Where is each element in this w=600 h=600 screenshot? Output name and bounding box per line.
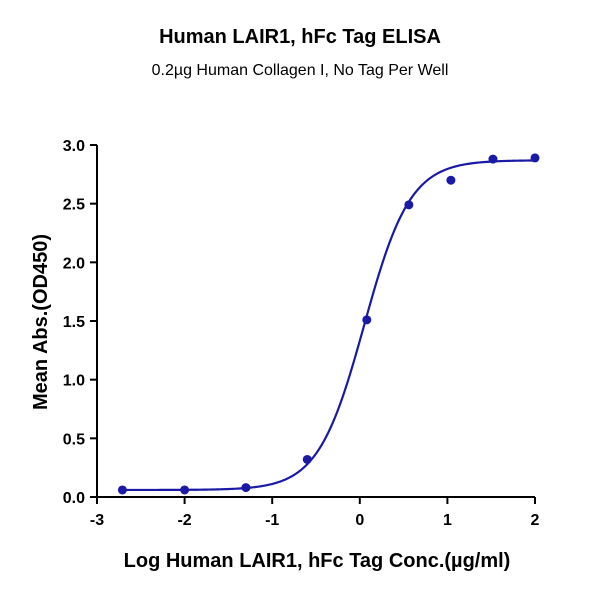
x-tick-label: 1 — [443, 512, 452, 529]
data-points-layer — [117, 153, 540, 495]
x-tick-label: 0 — [355, 512, 364, 529]
chart-title: Human LAIR1, hFc Tag ELISA — [159, 26, 441, 48]
x-tick-label: -3 — [90, 512, 104, 529]
fit-curve-layer — [122, 159, 536, 492]
x-tick-label: -1 — [265, 512, 279, 529]
y-tick-label: 2.0 — [63, 255, 85, 272]
x-tick-label: -2 — [177, 512, 191, 529]
y-tick-label: 1.5 — [63, 314, 85, 331]
x-axis-label: Log Human LAIR1, hFc Tag Conc.(µg/ml) — [124, 550, 511, 572]
data-point — [530, 153, 540, 163]
chart-subtitle: 0.2µg Human Collagen I, No Tag Per Well — [151, 62, 449, 79]
y-tick-label: 0.0 — [63, 490, 85, 507]
data-point — [302, 454, 312, 464]
y-tick-label: 2.5 — [63, 197, 85, 214]
data-point — [488, 154, 498, 164]
axes: -3 -2 -1 0 1 2 0.0 0.5 1.0 1.5 2.0 2.5 3.0 — [63, 138, 540, 529]
data-point — [241, 483, 251, 493]
data-point — [362, 315, 372, 325]
y-tick-label: 1.0 — [63, 373, 85, 390]
data-point — [446, 175, 456, 185]
fit-curve — [122, 159, 536, 492]
y-tick-label: 0.5 — [63, 431, 85, 448]
data-point — [117, 485, 127, 495]
data-point — [404, 200, 414, 210]
y-tick-label: 3.0 — [63, 138, 85, 155]
y-axis-label: Mean Abs.(OD450) — [30, 234, 52, 410]
x-tick-label: 2 — [531, 512, 540, 529]
data-point — [180, 485, 190, 495]
